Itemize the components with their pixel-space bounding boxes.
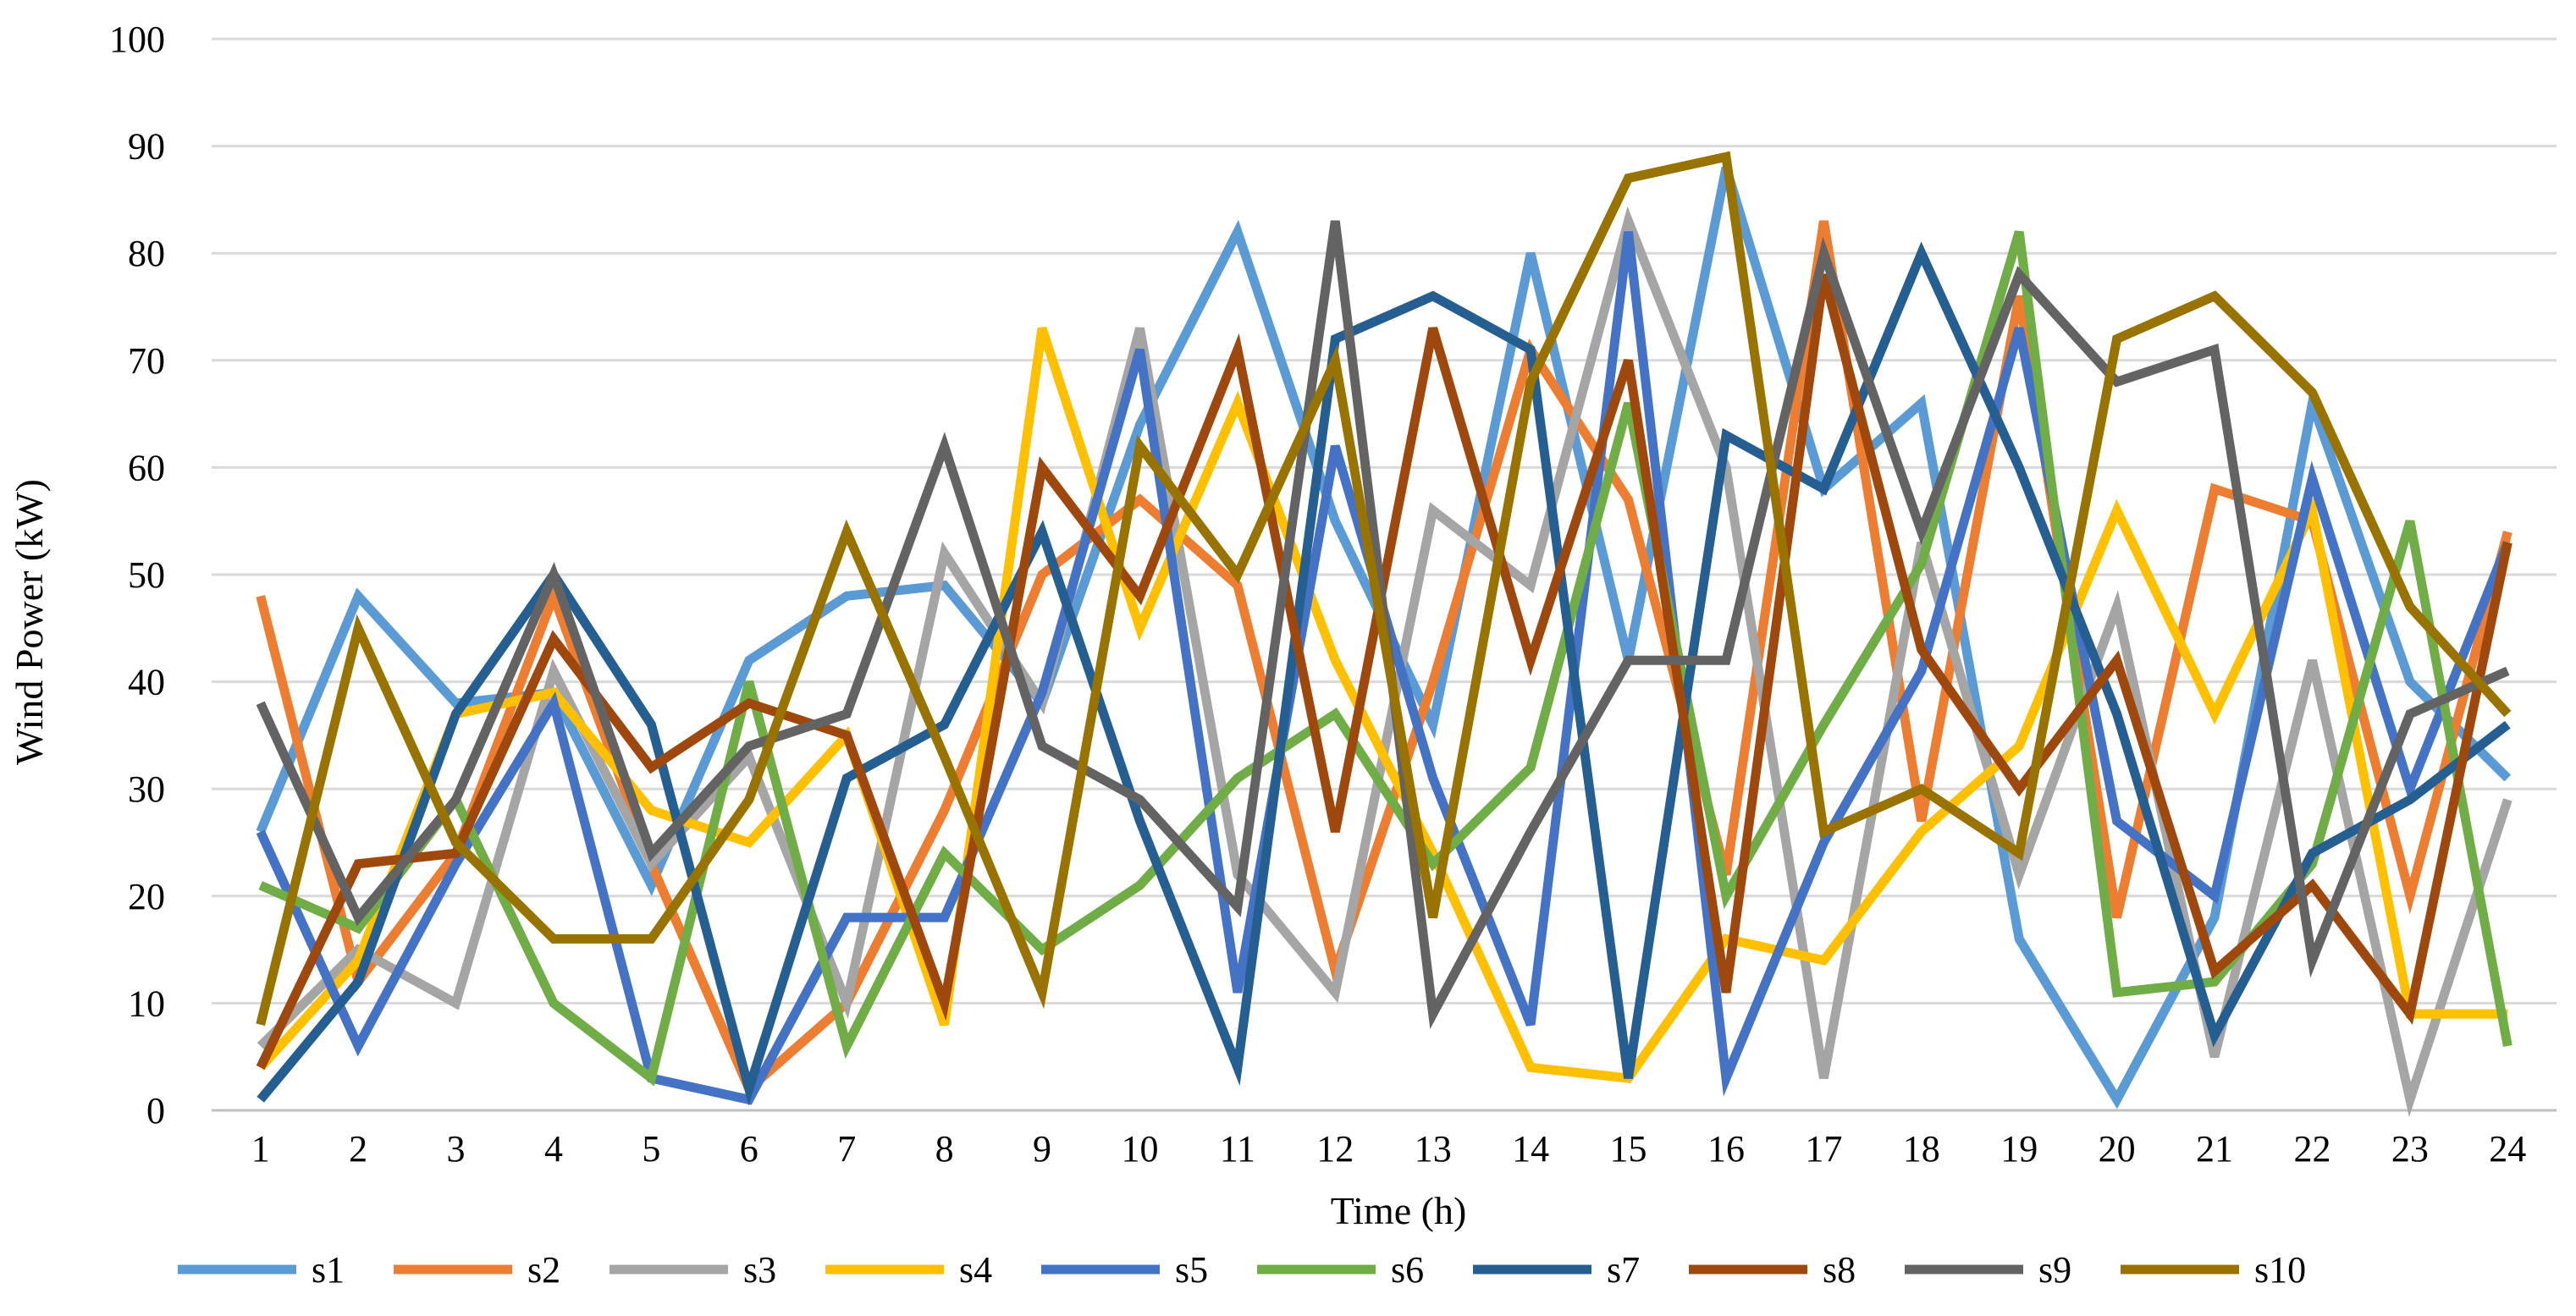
legend-item-s10: s10 xyxy=(2121,1249,2306,1291)
y-tick-label: 60 xyxy=(128,447,165,488)
x-tick-label: 15 xyxy=(1610,1128,1647,1170)
series-line-s6 xyxy=(258,230,2513,1087)
x-tick-label: 20 xyxy=(2099,1128,2136,1170)
legend-label: s10 xyxy=(2254,1249,2306,1291)
y-tick-label: 20 xyxy=(128,876,165,917)
legend-label: s4 xyxy=(959,1249,992,1291)
legend-label: s1 xyxy=(312,1249,345,1291)
x-tick-label: 12 xyxy=(1316,1128,1354,1170)
x-tick-label: 18 xyxy=(1903,1128,1940,1170)
y-tick-label: 30 xyxy=(128,768,165,810)
x-tick-label: 17 xyxy=(1805,1128,1842,1170)
y-tick-label: 90 xyxy=(128,126,165,168)
x-tick-label: 10 xyxy=(1121,1128,1158,1170)
y-axis-tick-labels: 0 10 20 30 40 50 60 70 80 90 100 xyxy=(109,19,165,1132)
x-tick-label: 24 xyxy=(2489,1128,2526,1170)
legend-item-s3: s3 xyxy=(610,1249,776,1291)
legend-item-s7: s7 xyxy=(1473,1249,1640,1291)
legend-label: s7 xyxy=(1607,1249,1640,1291)
x-tick-label: 16 xyxy=(1707,1128,1745,1170)
x-tick-label: 22 xyxy=(2293,1128,2331,1170)
legend-label: s5 xyxy=(1175,1249,1208,1291)
x-tick-label: 6 xyxy=(740,1128,758,1170)
x-tick-label: 5 xyxy=(642,1128,660,1170)
legend: s1 s2 s3 s4 s5 s6 s7 s8 s9 s10 xyxy=(178,1249,2306,1291)
series-lines xyxy=(256,151,2513,1118)
legend-label: s9 xyxy=(2038,1249,2071,1291)
legend-item-s4: s4 xyxy=(825,1249,992,1291)
series-line-s7 xyxy=(256,241,2511,1106)
legend-item-s9: s9 xyxy=(1905,1249,2071,1291)
legend-item-s1: s1 xyxy=(178,1249,345,1291)
y-tick-label: 0 xyxy=(146,1090,165,1132)
legend-item-s6: s6 xyxy=(1257,1249,1424,1291)
x-tick-label: 7 xyxy=(837,1128,856,1170)
x-tick-label: 21 xyxy=(2196,1128,2233,1170)
legend-label: s8 xyxy=(1823,1249,1856,1291)
x-tick-label: 11 xyxy=(1220,1128,1255,1170)
y-tick-label: 100 xyxy=(109,19,165,60)
legend-item-s8: s8 xyxy=(1689,1249,1856,1291)
y-tick-label: 70 xyxy=(128,340,165,382)
legend-label: s3 xyxy=(743,1249,776,1291)
x-tick-label: 23 xyxy=(2391,1128,2429,1170)
x-tick-label: 9 xyxy=(1033,1128,1051,1170)
y-tick-label: 80 xyxy=(128,233,165,274)
x-tick-label: 19 xyxy=(2000,1128,2038,1170)
x-tick-label: 4 xyxy=(544,1128,563,1170)
x-tick-label: 14 xyxy=(1512,1128,1549,1170)
legend-label: s2 xyxy=(527,1249,560,1291)
x-tick-label: 13 xyxy=(1415,1128,1452,1170)
series-line-s10 xyxy=(256,151,2512,1027)
x-tick-label: 3 xyxy=(447,1128,466,1170)
x-tick-label: 8 xyxy=(935,1128,954,1170)
x-axis-title: Time (h) xyxy=(1331,1189,1467,1232)
legend-item-s2: s2 xyxy=(394,1249,560,1291)
y-tick-label: 50 xyxy=(128,554,165,596)
x-tick-label: 2 xyxy=(349,1128,367,1170)
legend-item-s5: s5 xyxy=(1041,1249,1208,1291)
x-axis-tick-labels: 1 2 3 4 5 6 7 8 9 10 11 12 13 14 15 16 17 18 19 20 21 22 23 24 xyxy=(251,1128,2527,1170)
y-tick-label: 10 xyxy=(128,983,165,1024)
y-axis-title: Wind Power (kW) xyxy=(8,479,51,765)
series-line-s4 xyxy=(256,327,2508,1083)
y-tick-label: 40 xyxy=(128,662,165,703)
legend-label: s6 xyxy=(1391,1249,1424,1291)
x-tick-label: 1 xyxy=(251,1128,270,1170)
